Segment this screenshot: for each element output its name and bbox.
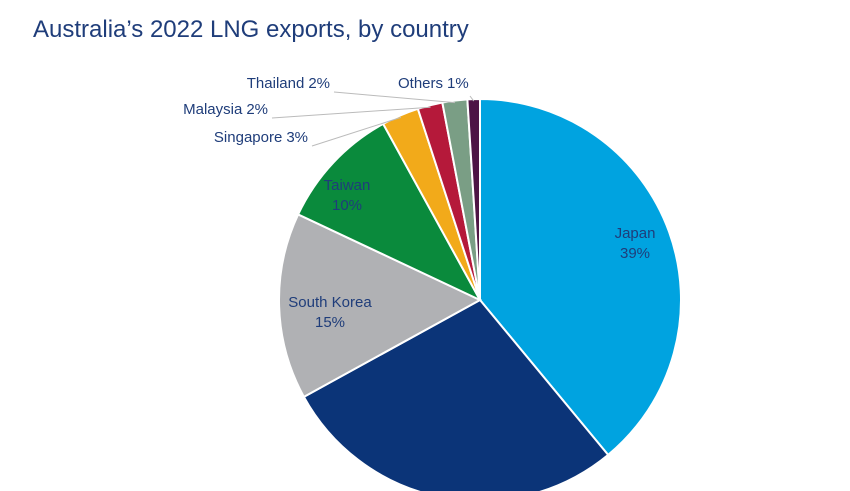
category-label: Japan	[615, 225, 656, 242]
chart-title: Australia’s 2022 LNG exports, by country	[33, 16, 469, 43]
value-label: 39%	[620, 245, 650, 262]
slice-label: Japan 39%	[615, 225, 656, 262]
slice-label: Singapore 3%	[214, 129, 308, 146]
slice-label: Taiwan 10%	[324, 177, 371, 214]
leader-line	[271, 106, 431, 119]
category-label: Malaysia	[183, 101, 243, 118]
value-label: 2%	[308, 75, 330, 92]
category-label: Taiwan	[324, 177, 371, 194]
category-label: Others	[398, 75, 443, 92]
slice-label: Others 1%	[398, 75, 469, 92]
value-label: 10%	[332, 197, 362, 214]
value-label: 3%	[286, 129, 308, 146]
slice-label: Malaysia 2%	[183, 101, 268, 118]
pie-slice	[278, 213, 483, 399]
pie-slice	[302, 298, 610, 491]
category-label: Thailand	[247, 75, 305, 92]
value-label: 15%	[315, 314, 345, 331]
slice-label: Thailand 2%	[247, 75, 330, 92]
slice-label: South Korea 15%	[288, 294, 372, 331]
pie-slice	[296, 122, 483, 303]
category-label: Singapore	[214, 129, 282, 146]
leader-line	[311, 116, 402, 147]
value-label: 1%	[447, 75, 469, 92]
leader-line	[469, 95, 475, 102]
value-label: 2%	[246, 101, 268, 118]
pie-slice	[466, 97, 481, 301]
category-label: South Korea	[288, 294, 372, 311]
pie-slice	[479, 97, 682, 457]
leader-line	[333, 91, 456, 104]
